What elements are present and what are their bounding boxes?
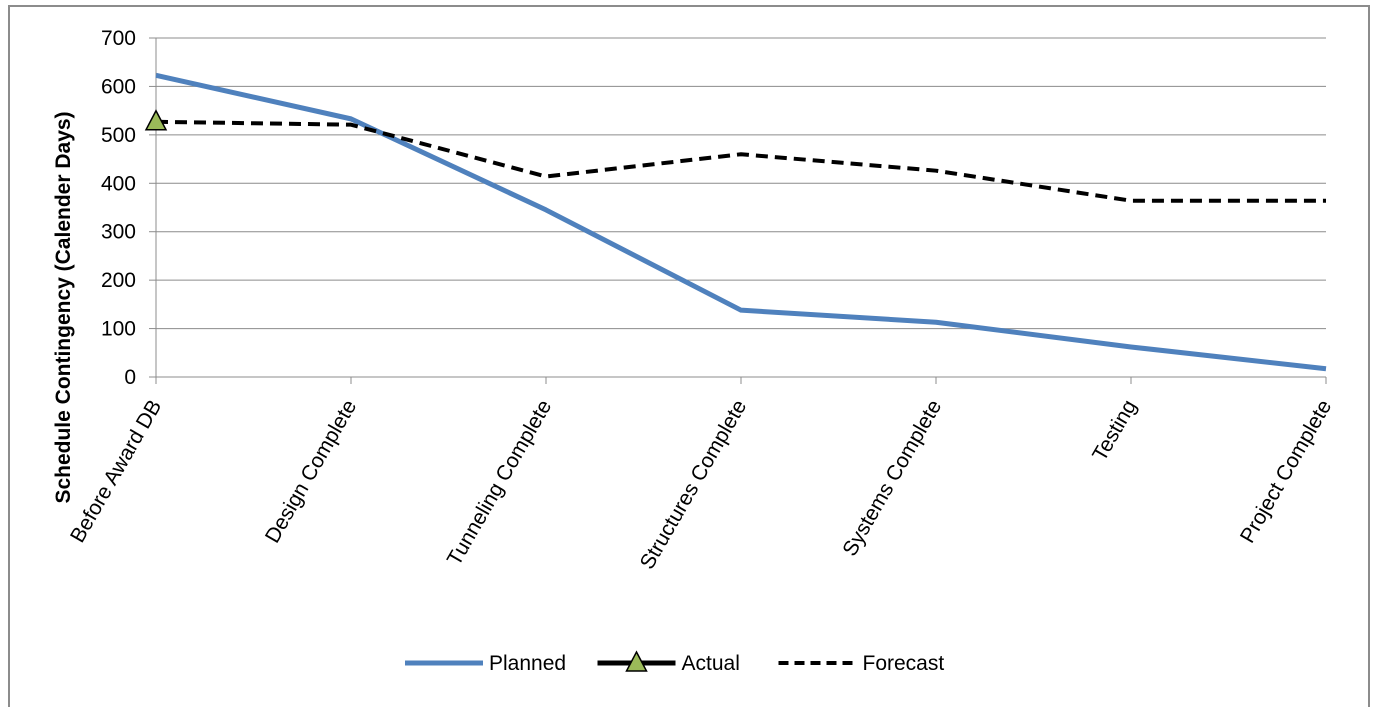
gridlines (156, 37, 1326, 330)
legend: Planned Actual Forecast (405, 650, 945, 675)
legend-item-planned: Planned (405, 652, 566, 675)
x-tick-label: Structures Complete (636, 396, 752, 573)
x-tick-label: Tunneling Complete (443, 396, 557, 570)
axes (149, 37, 1327, 384)
x-tick-label: Project Complete (1236, 396, 1336, 547)
legend-item-forecast: Forecast (778, 652, 945, 675)
y-tick-label: 400 (101, 172, 136, 195)
y-tick-label: 500 (101, 124, 136, 147)
y-tick-labels: 0 100 200 300 400 500 600 700 (101, 27, 136, 389)
legend-label: Planned (489, 652, 566, 675)
y-tick-label: 600 (101, 75, 136, 98)
x-tick-label: Testing (1088, 396, 1141, 465)
y-tick-label: 100 (101, 318, 136, 341)
data-point-actual (144, 109, 168, 131)
series-lines (155, 72, 1327, 372)
y-tick-label: 0 (124, 366, 136, 389)
series-line-forecast (155, 119, 1326, 203)
x-tick-label: Before Award DB (66, 396, 166, 547)
y-tick-label: 200 (101, 269, 136, 292)
legend-item-actual: Actual (597, 650, 740, 675)
legend-label: Actual (682, 652, 740, 675)
y-tick-label: 700 (101, 27, 136, 50)
x-tick-labels: Before Award DB Design Complete Tunneling … (66, 396, 1336, 573)
y-axis-label: Schedule Contingency (Calender Days) (52, 111, 75, 503)
series-line-planned (155, 72, 1327, 372)
x-tick-label: Design Complete (261, 396, 361, 547)
legend-marker (625, 650, 648, 672)
x-tick-label: Systems Complete (838, 396, 946, 560)
legend-label: Forecast (863, 652, 945, 675)
y-tick-label: 300 (101, 221, 136, 244)
series-markers (144, 109, 168, 131)
